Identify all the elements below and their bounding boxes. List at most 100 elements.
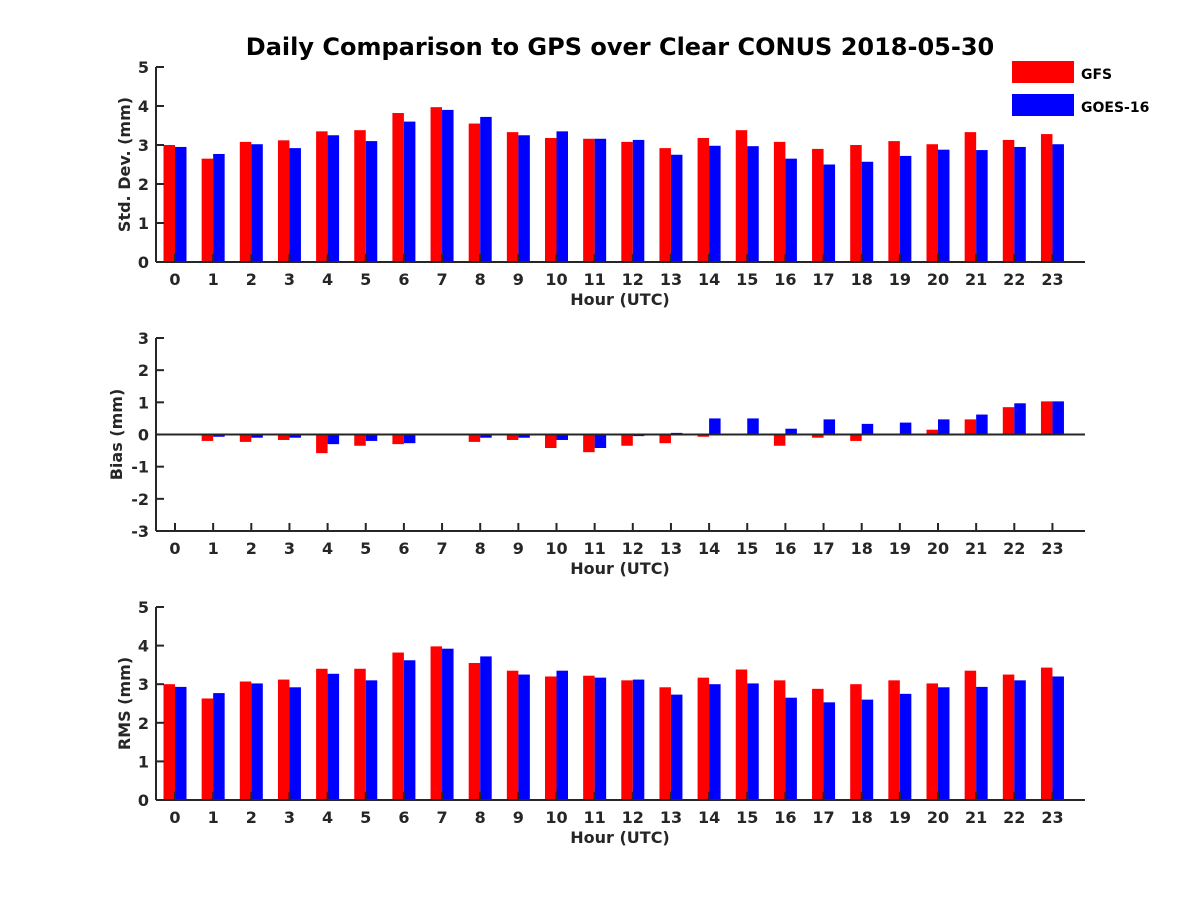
bar-std-gfs-20 xyxy=(926,144,938,262)
bar-bias-gfs-20 xyxy=(926,429,938,435)
y-tick-label: -2 xyxy=(131,490,149,509)
bar-std-goes16-2 xyxy=(251,144,263,262)
y-axis-label-rms: RMS (mm) xyxy=(115,657,134,750)
x-tick-label: 3 xyxy=(284,270,295,289)
bar-rms-goes16-15 xyxy=(747,683,759,800)
bar-rms-goes16-11 xyxy=(594,677,607,800)
x-tick-label: 5 xyxy=(360,539,371,558)
bar-std-goes16-17 xyxy=(823,164,836,262)
bar-bias-gfs-22 xyxy=(1002,407,1015,435)
bar-bias-gfs-6 xyxy=(392,434,404,445)
bar-rms-gfs-19 xyxy=(888,680,900,800)
bar-rms-goes16-20 xyxy=(938,687,950,800)
bar-bias-goes16-14 xyxy=(709,418,721,435)
bar-bias-goes16-21 xyxy=(976,414,988,435)
legend-label-gfs: GFS xyxy=(1081,67,1112,83)
bar-rms-gfs-5 xyxy=(354,668,366,800)
x-axis-label-std: Hour (UTC) xyxy=(570,290,670,309)
bar-std-gfs-7 xyxy=(430,107,443,262)
bar-bias-gfs-1 xyxy=(201,434,214,441)
bar-std-goes16-3 xyxy=(289,148,301,262)
x-tick-label: 14 xyxy=(698,808,720,827)
y-tick-label: 1 xyxy=(138,752,149,771)
bar-std-gfs-11 xyxy=(583,138,595,262)
bar-std-gfs-15 xyxy=(735,130,748,262)
bar-std-gfs-16 xyxy=(773,141,786,262)
bar-bias-goes16-9 xyxy=(518,434,530,438)
x-tick-label: 18 xyxy=(851,539,873,558)
x-tick-label: 20 xyxy=(927,808,949,827)
bar-std-goes16-10 xyxy=(556,131,568,262)
y-tick-label: 0 xyxy=(138,426,149,445)
x-tick-label: 1 xyxy=(208,270,219,289)
bar-rms-gfs-12 xyxy=(621,680,633,800)
bar-rms-goes16-16 xyxy=(785,697,797,800)
bar-std-goes16-11 xyxy=(594,138,607,262)
bar-bias-goes16-23 xyxy=(1052,401,1064,435)
y-tick-label: 2 xyxy=(138,714,149,733)
x-tick-label: 17 xyxy=(812,270,834,289)
x-tick-label: 16 xyxy=(774,808,796,827)
x-tick-label: 23 xyxy=(1041,808,1063,827)
bar-std-goes16-22 xyxy=(1014,146,1026,262)
y-tick-label: 3 xyxy=(138,675,149,694)
x-tick-label: 14 xyxy=(698,270,720,289)
bar-rms-goes16-9 xyxy=(518,674,530,800)
x-tick-label: 22 xyxy=(1003,270,1025,289)
bar-std-gfs-13 xyxy=(659,148,671,262)
bar-std-goes16-18 xyxy=(861,161,874,262)
bar-rms-goes16-0 xyxy=(175,686,187,800)
y-tick-label: -3 xyxy=(131,522,149,541)
bar-bias-gfs-9 xyxy=(506,434,519,440)
bar-bias-gfs-3 xyxy=(277,434,290,440)
x-tick-label: 19 xyxy=(889,539,911,558)
bar-bias-goes16-6 xyxy=(403,434,416,444)
bar-rms-goes16-10 xyxy=(556,670,568,800)
y-tick-label: 2 xyxy=(138,175,149,194)
bar-std-goes16-0 xyxy=(175,146,187,262)
bar-rms-goes16-21 xyxy=(976,686,988,800)
bar-rms-gfs-6 xyxy=(392,652,404,800)
x-tick-label: 2 xyxy=(246,270,257,289)
bar-std-goes16-4 xyxy=(327,135,340,262)
x-tick-label: 13 xyxy=(660,808,682,827)
x-tick-label: 15 xyxy=(736,539,758,558)
y-tick-label: 5 xyxy=(138,58,149,77)
bar-std-goes16-9 xyxy=(518,135,530,262)
x-tick-label: 21 xyxy=(965,270,987,289)
bar-bias-gfs-10 xyxy=(545,434,557,449)
bar-bias-gfs-11 xyxy=(583,434,595,453)
x-tick-label: 4 xyxy=(322,808,333,827)
bar-rms-gfs-18 xyxy=(850,684,862,800)
bar-rms-gfs-22 xyxy=(1002,674,1015,800)
bar-std-gfs-0 xyxy=(163,145,175,262)
bar-std-gfs-23 xyxy=(1040,134,1053,262)
x-tick-label: 9 xyxy=(513,808,524,827)
bar-std-gfs-14 xyxy=(697,137,710,262)
x-tick-label: 18 xyxy=(851,270,873,289)
x-tick-label: 23 xyxy=(1041,539,1063,558)
bar-rms-gfs-8 xyxy=(468,662,481,800)
x-tick-label: 1 xyxy=(208,539,219,558)
bar-bias-goes16-17 xyxy=(823,419,836,435)
x-tick-label: 15 xyxy=(736,808,758,827)
bar-bias-gfs-14 xyxy=(697,434,710,437)
bar-rms-gfs-14 xyxy=(697,677,710,800)
bar-bias-goes16-11 xyxy=(594,434,607,449)
bar-bias-gfs-12 xyxy=(621,434,633,446)
bar-rms-goes16-13 xyxy=(670,694,683,800)
y-tick-label: 4 xyxy=(138,97,149,116)
x-tick-label: 0 xyxy=(169,808,180,827)
x-tick-label: 15 xyxy=(736,270,758,289)
bar-bias-goes16-8 xyxy=(480,434,492,438)
bar-std-goes16-20 xyxy=(938,149,950,262)
bar-bias-gfs-13 xyxy=(659,434,671,444)
bar-bias-goes16-5 xyxy=(365,434,378,441)
bar-std-goes16-15 xyxy=(747,146,759,262)
x-tick-label: 12 xyxy=(622,539,644,558)
bar-std-gfs-9 xyxy=(506,132,519,262)
bar-rms-goes16-12 xyxy=(632,679,645,800)
bar-std-goes16-12 xyxy=(632,139,645,262)
